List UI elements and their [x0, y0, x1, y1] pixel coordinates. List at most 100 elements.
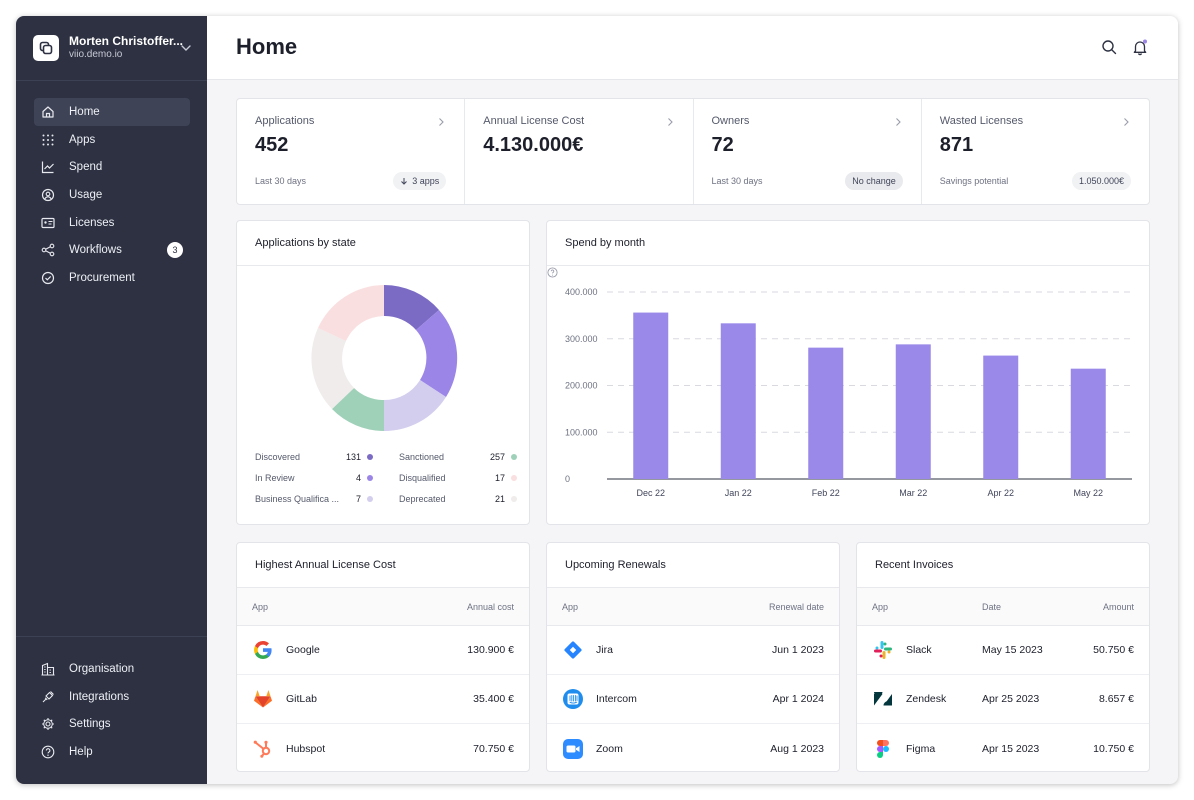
- chevron-right-icon: [1124, 118, 1129, 126]
- legend-item: Sanctioned 257: [399, 451, 517, 463]
- hubspot-icon: [252, 738, 274, 760]
- stat-label: Annual License Cost: [483, 115, 585, 127]
- chevron-down-icon[interactable]: [179, 41, 193, 55]
- sidebar-item-help[interactable]: Help: [34, 738, 190, 766]
- table-row[interactable]: Zoom Aug 1 2023: [547, 724, 839, 773]
- legend-dot: [511, 496, 517, 502]
- table-row[interactable]: Slack May 15 2023 50.750 €: [857, 626, 1149, 675]
- invoice-amount: 10.750 €: [1093, 742, 1134, 755]
- x-tick-label: May 22: [1073, 488, 1103, 498]
- table-row[interactable]: Zendesk Apr 25 2023 8.657 €: [857, 675, 1149, 724]
- plug-icon: [41, 690, 55, 704]
- x-tick-label: Dec 22: [636, 488, 665, 498]
- app-name: Hubspot: [286, 742, 326, 755]
- card-header: Upcoming Renewals: [547, 543, 839, 588]
- x-tick-label: Apr 22: [987, 488, 1014, 498]
- sidebar-item-licenses[interactable]: Licenses: [34, 209, 190, 237]
- bar[interactable]: [808, 347, 844, 479]
- invoice-date: May 15 2023: [982, 644, 1043, 656]
- table-row[interactable]: GitLab 35.400 €: [237, 675, 529, 724]
- org-switcher[interactable]: Morten Christoffer... viio.demo.io: [33, 33, 193, 63]
- sidebar-item-integrations[interactable]: Integrations: [34, 683, 190, 711]
- stat-wasted-licenses[interactable]: Wasted Licenses 871 Savings potential 1.…: [922, 99, 1149, 204]
- legend-count: 257: [489, 452, 505, 462]
- table-row[interactable]: Hubspot 70.750 €: [237, 724, 529, 773]
- bar[interactable]: [633, 312, 669, 479]
- building-icon: [41, 662, 55, 676]
- stat-subtext: Savings potential: [939, 176, 1009, 186]
- app-name: Google: [286, 644, 320, 656]
- stat-applications[interactable]: Applications 452 Last 30 days 3 apps: [237, 99, 466, 204]
- sidebar-item-apps[interactable]: Apps: [34, 126, 190, 154]
- sidebar-item-settings[interactable]: Settings: [34, 710, 190, 738]
- arrow-down-icon: [401, 178, 408, 185]
- sidebar-item-procurement[interactable]: Procurement: [34, 264, 190, 292]
- stat-label: Applications: [255, 115, 315, 127]
- sidebar-item-workflows[interactable]: Workflows 3: [34, 236, 190, 264]
- invoice-amount: 8.657 €: [1098, 693, 1134, 705]
- donut-segment-disqualified: [318, 285, 384, 341]
- donut-segment-in-review: [416, 310, 458, 397]
- spend-by-month-card: Spend by month 0 100.000 200.000 300.000 400…: [546, 220, 1150, 525]
- card-title: Recent Invoices: [875, 559, 954, 571]
- bell-icon[interactable]: [1131, 38, 1149, 56]
- search-icon[interactable]: [1100, 38, 1118, 56]
- stat-subtext: Last 30 days: [255, 176, 307, 186]
- x-tick-label: Feb 22: [812, 488, 840, 498]
- bar[interactable]: [983, 355, 1019, 479]
- stat-label: Wasted Licenses: [939, 115, 1024, 127]
- column-header-app: App: [872, 601, 889, 612]
- table-row[interactable]: Jira Jun 1 2023: [547, 626, 839, 675]
- column-header-amount: Amount: [1102, 601, 1134, 612]
- app-window: Morten Christoffer... viio.demo.io Home …: [16, 16, 1178, 784]
- card-title: Spend by month: [565, 237, 646, 249]
- bar[interactable]: [895, 344, 931, 479]
- chevron-right-icon: [667, 118, 673, 126]
- trend-pill-label: 3 apps: [412, 176, 440, 186]
- legend-name: Disqualified: [399, 473, 446, 483]
- bottom-nav: Organisation Integrations Settings Help: [34, 655, 190, 766]
- sidebar-item-organisation[interactable]: Organisation: [34, 655, 190, 683]
- sidebar-item-label: Settings: [69, 718, 111, 731]
- donut-legend: Discovered 131 Sanctioned 257 In Review 4 D…: [255, 451, 517, 505]
- legend-item: Discovered 131: [255, 451, 373, 463]
- y-tick-label: 100.000: [565, 427, 598, 437]
- apps-by-state-card: Applications by state Discovered 131 Sa: [236, 220, 530, 525]
- stat-subtext: Last 30 days: [711, 176, 763, 186]
- donut-segment-discovered: [384, 285, 439, 330]
- legend-dot: [367, 496, 373, 502]
- check-badge-icon: [41, 271, 55, 285]
- info-icon[interactable]: [547, 267, 558, 278]
- column-header-annual-cost: Annual cost: [466, 601, 514, 612]
- sidebar-item-home[interactable]: Home: [34, 98, 190, 126]
- card-header: Applications by state: [237, 221, 529, 266]
- x-tick-label: Mar 22: [899, 488, 927, 498]
- app-name: Zendesk: [906, 693, 947, 705]
- chevron-right-icon: [895, 118, 901, 126]
- table-row[interactable]: Figma Apr 15 2023 10.750 €: [857, 724, 1149, 773]
- stat-owners[interactable]: Owners 72 Last 30 days No change: [694, 99, 922, 204]
- table-row[interactable]: Google 130.900 €: [237, 626, 529, 675]
- table-header: App Date Amount: [857, 588, 1149, 626]
- invoice-amount: 50.750 €: [1093, 644, 1134, 656]
- sidebar-item-spend[interactable]: Spend: [34, 153, 190, 181]
- sidebar-item-usage[interactable]: Usage: [34, 181, 190, 209]
- bar[interactable]: [720, 323, 756, 479]
- bar[interactable]: [1070, 368, 1106, 479]
- google-icon: [252, 639, 274, 661]
- stat-annual-license-cost[interactable]: Annual License Cost 4.130.000€: [465, 99, 694, 204]
- stat-value: 4.130.000€: [483, 134, 584, 156]
- renewal-date-value: Apr 1 2024: [772, 693, 824, 705]
- legend-count: 21: [494, 494, 505, 504]
- table-row[interactable]: Intercom Apr 1 2024: [547, 675, 839, 724]
- invoice-date: Apr 25 2023: [982, 693, 1040, 705]
- home-icon: [41, 105, 55, 119]
- app-name: Figma: [906, 742, 936, 755]
- y-tick-label: 400.000: [565, 287, 598, 297]
- legend-item: Disqualified 17: [399, 472, 517, 484]
- table-header: App Annual cost: [237, 588, 529, 626]
- sidebar-item-label: Licenses: [69, 216, 115, 229]
- trend-pill: No change: [845, 172, 903, 190]
- sidebar-item-label: Usage: [69, 188, 103, 201]
- stat-value: 871: [939, 134, 974, 156]
